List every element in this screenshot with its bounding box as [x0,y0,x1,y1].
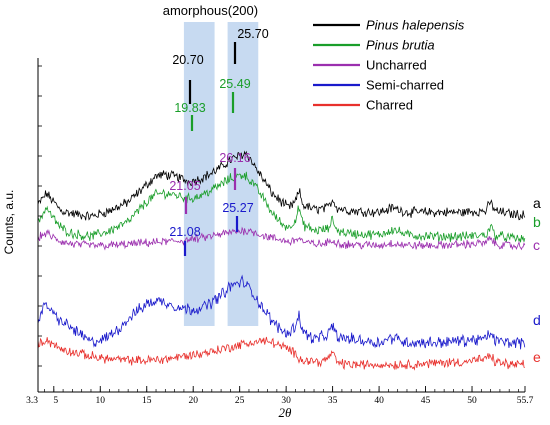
series-lines [37,150,526,371]
curve-label-b: b [533,214,541,230]
curve-label-e: e [533,349,541,365]
series-c-line [37,226,526,251]
amorphous-band [183,22,215,326]
x-axis-label: 2θ [279,405,293,420]
series-d-line [37,274,526,350]
peak-label-25-27: 25.27 [222,201,253,215]
x-tick-label-5: 5 [53,396,58,406]
crystalline-200-band-label: (200) [228,3,258,18]
peak-annotations: 20.70 25.70 19.83 25.49 21.05 26.16 21.08 25.27 [169,27,269,256]
x-tick-label-15: 15 [142,396,152,406]
x-tick-label-10: 10 [96,396,106,406]
x-tick-label-45: 45 [421,396,431,406]
peak-label-21-05: 21.05 [169,179,200,193]
legend-label-b: Pinus brutia [366,38,435,53]
peak-label-21-08: 21.08 [169,225,200,239]
amorphous-band-label: amorphous [163,3,229,18]
x-tick-label-35: 35 [328,396,338,406]
peak-label-25-49: 25.49 [219,77,250,91]
legend-label-a: Pinus halepensis [366,18,465,33]
peak-label-25-70: 25.70 [237,27,268,41]
x-tick-label-25: 25 [235,396,245,406]
legend: Pinus halepensis Pinus brutia Uncharred Sem… [313,18,465,113]
crystalline-200-band [227,22,259,326]
series-e-line [37,336,525,371]
peak-label-26-16: 26.16 [219,151,250,165]
series-b-line [37,171,526,243]
x-tick-label-40: 40 [374,396,384,406]
x-tick-label-30: 30 [281,396,291,406]
legend-label-e: Charred [366,98,413,113]
peak-label-20-70: 20.70 [172,53,203,67]
band-labels: amorphous (200) [163,3,258,18]
curve-label-a: a [533,195,541,211]
peak-label-19-83: 19.83 [174,101,205,115]
legend-label-c: Uncharred [366,58,427,73]
series-a-line [37,150,526,221]
x-tick-label-50: 50 [467,396,477,406]
curve-label-c: c [533,237,540,253]
curve-label-d: d [533,312,541,328]
highlight-bands [183,22,259,326]
x-tick-label-55-7: 55.7 [517,396,534,406]
legend-label-d: Semi-charred [366,78,444,93]
curve-labels: abc d e [533,195,541,365]
x-tick-label-20: 20 [188,396,198,406]
y-axis-label: Counts, a.u. [2,190,16,255]
axes: 3.3 5 10 15 20 25 30 35 40 45 50 55.7 [26,58,534,406]
x-tick-label-3-3: 3.3 [26,396,38,406]
